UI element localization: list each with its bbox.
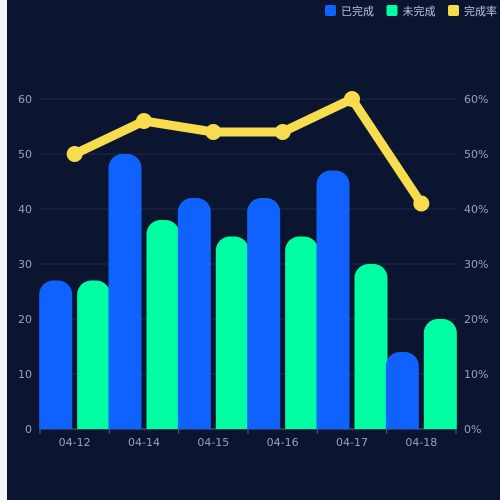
y-left-tick-label: 40 [18, 203, 32, 216]
y-axis-left: 0 10 20 30 40 50 60 [18, 93, 32, 436]
legend-label: 未完成 [403, 4, 436, 18]
completion-rate-line[interactable] [70, 94, 426, 208]
y-right-tick-label: 30% [464, 258, 488, 271]
completion-rate-point[interactable] [413, 195, 430, 212]
bar-completed[interactable] [316, 170, 350, 430]
bar-incomplete[interactable] [146, 220, 180, 429]
x-tick-label: 04-14 [128, 436, 160, 449]
legend-item[interactable]: 未完成 [386, 4, 436, 18]
bar-incomplete[interactable] [285, 236, 319, 430]
completion-rate-point[interactable] [66, 146, 83, 162]
bar-completed[interactable] [177, 198, 211, 429]
y-axis-right: 0% 10% 20% 30% 40% 50% 60% [464, 93, 488, 436]
x-tick-label: 04-17 [336, 436, 368, 449]
y-right-tick-label: 40% [464, 203, 488, 216]
x-tick-label: 04-15 [197, 436, 229, 449]
bar-completed[interactable] [39, 280, 73, 430]
y-left-tick-label: 60 [18, 93, 32, 106]
y-left-tick-label: 10 [18, 368, 32, 381]
y-right-tick-label: 10% [464, 368, 488, 381]
y-left-tick-label: 0 [25, 423, 32, 436]
x-tick-label: 04-18 [405, 436, 437, 449]
x-tick-label: 04-16 [267, 436, 299, 449]
legend-swatch [386, 5, 398, 16]
y-right-tick-label: 0% [464, 423, 481, 436]
x-tick-label: 04-12 [59, 436, 91, 449]
legend-swatch [448, 5, 459, 16]
y-right-tick-label: 20% [464, 313, 488, 326]
completion-rate-point[interactable] [205, 124, 222, 140]
bar-completed[interactable] [108, 154, 142, 429]
legend-item[interactable]: 完成率 [448, 4, 497, 18]
bar-completed[interactable] [385, 352, 419, 429]
completion-rate-point[interactable] [344, 91, 360, 107]
bar-completed[interactable] [247, 198, 281, 429]
legend-label: 完成率 [464, 4, 497, 18]
y-left-tick-label: 20 [18, 313, 32, 326]
x-axis: 04-12 04-14 04-15 04-16 04-17 04-18 [39, 429, 457, 449]
bar-incomplete[interactable] [423, 319, 457, 429]
legend-swatch [325, 5, 336, 16]
line-series [66, 91, 430, 212]
y-left-tick-label: 50 [18, 148, 32, 161]
y-right-tick-label: 50% [464, 148, 488, 161]
completion-rate-point[interactable] [274, 124, 291, 140]
bar-incomplete[interactable] [354, 264, 388, 429]
completion-rate-point[interactable] [136, 113, 152, 129]
y-right-tick-label: 60% [464, 93, 488, 106]
bar-incomplete[interactable] [77, 280, 111, 430]
legend-label: 已完成 [341, 4, 374, 18]
page-edge [0, 0, 7, 500]
legend-item[interactable]: 已完成 [325, 4, 374, 18]
bar-series [39, 154, 457, 429]
legend[interactable]: 已完成 未完成 完成率 [325, 4, 497, 18]
bar-incomplete[interactable] [215, 236, 249, 430]
y-left-tick-label: 30 [18, 258, 32, 271]
